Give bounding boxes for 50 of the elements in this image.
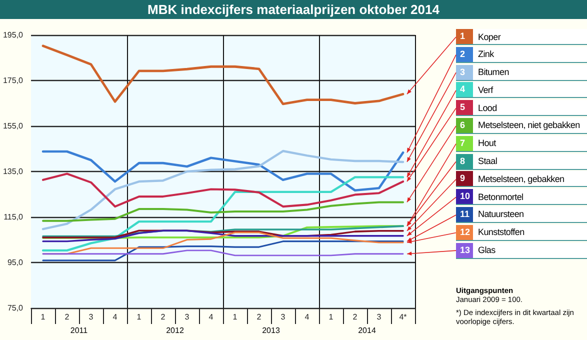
legend-label: 10 Betonmortel [460, 190, 524, 204]
x-tick-label: 2 [64, 312, 70, 322]
text: 2014 [358, 326, 376, 335]
x-tick-label: 1 [232, 312, 238, 322]
y-tick-label: 115,0 [4, 212, 24, 222]
text: 5 Lood [460, 102, 497, 113]
line-series [42, 230, 404, 238]
x-tick-label: 4 [208, 312, 214, 322]
line-series [42, 201, 404, 222]
x-tick-label: 2 [352, 312, 358, 322]
y-tick-label: 75,0 [7, 304, 24, 312]
line-series [42, 240, 404, 262]
y-tick-label: 175,0 [2, 76, 24, 85]
x-tick-label: 3 [88, 312, 94, 322]
text: 1 Koper [460, 31, 501, 42]
text: 2013 [262, 326, 280, 335]
legend-label: 13 Glas [460, 244, 496, 258]
x-tick-label: 4 [304, 312, 310, 322]
x-tick-label: 2 [256, 312, 262, 322]
text: 4 Verf [460, 84, 493, 95]
y-tick-label: 135,0 [2, 167, 24, 176]
text: 2 Zink [460, 48, 494, 60]
x-tick-label: 1 [328, 312, 334, 322]
line-series [42, 176, 404, 252]
x-tick-label: 1 [40, 312, 46, 322]
y-tick-label: 155,0 [2, 122, 24, 130]
x-tick-label: 1 [136, 312, 142, 322]
x-tick-label: 3 [376, 312, 382, 322]
legend-label: 11 Natuursteen [460, 208, 524, 222]
line-series [42, 44, 404, 106]
text: 9 Metselsteen, gebakken [460, 173, 564, 184]
x-tick-label: 3 [280, 312, 286, 322]
x-tick-label: 4* [399, 312, 407, 322]
text: 3 Bitumen [460, 66, 509, 78]
line-series [42, 172, 404, 208]
text: 7 Hout [460, 138, 496, 148]
y-tick-label: 95,0 [7, 258, 24, 267]
text: 2012 [166, 326, 184, 335]
line-series [42, 150, 404, 230]
x-tick-label: 2 [160, 312, 166, 322]
x-tick-label: 3 [184, 312, 190, 322]
line-series [42, 150, 404, 192]
text: 2011 [70, 326, 88, 335]
y-tick-label: 195,0 [2, 30, 24, 40]
chart-title: MBK indexcijfers materiaalprijzen oktober 2014 [0, 0, 587, 19]
text: 6 Metselsteen, niet gebakken [460, 120, 580, 130]
legend-label: 12 Kunststoffen [460, 226, 524, 240]
x-tick-label: 4 [112, 312, 118, 322]
text: 8 Staal [460, 156, 498, 166]
line-series [42, 230, 404, 242]
